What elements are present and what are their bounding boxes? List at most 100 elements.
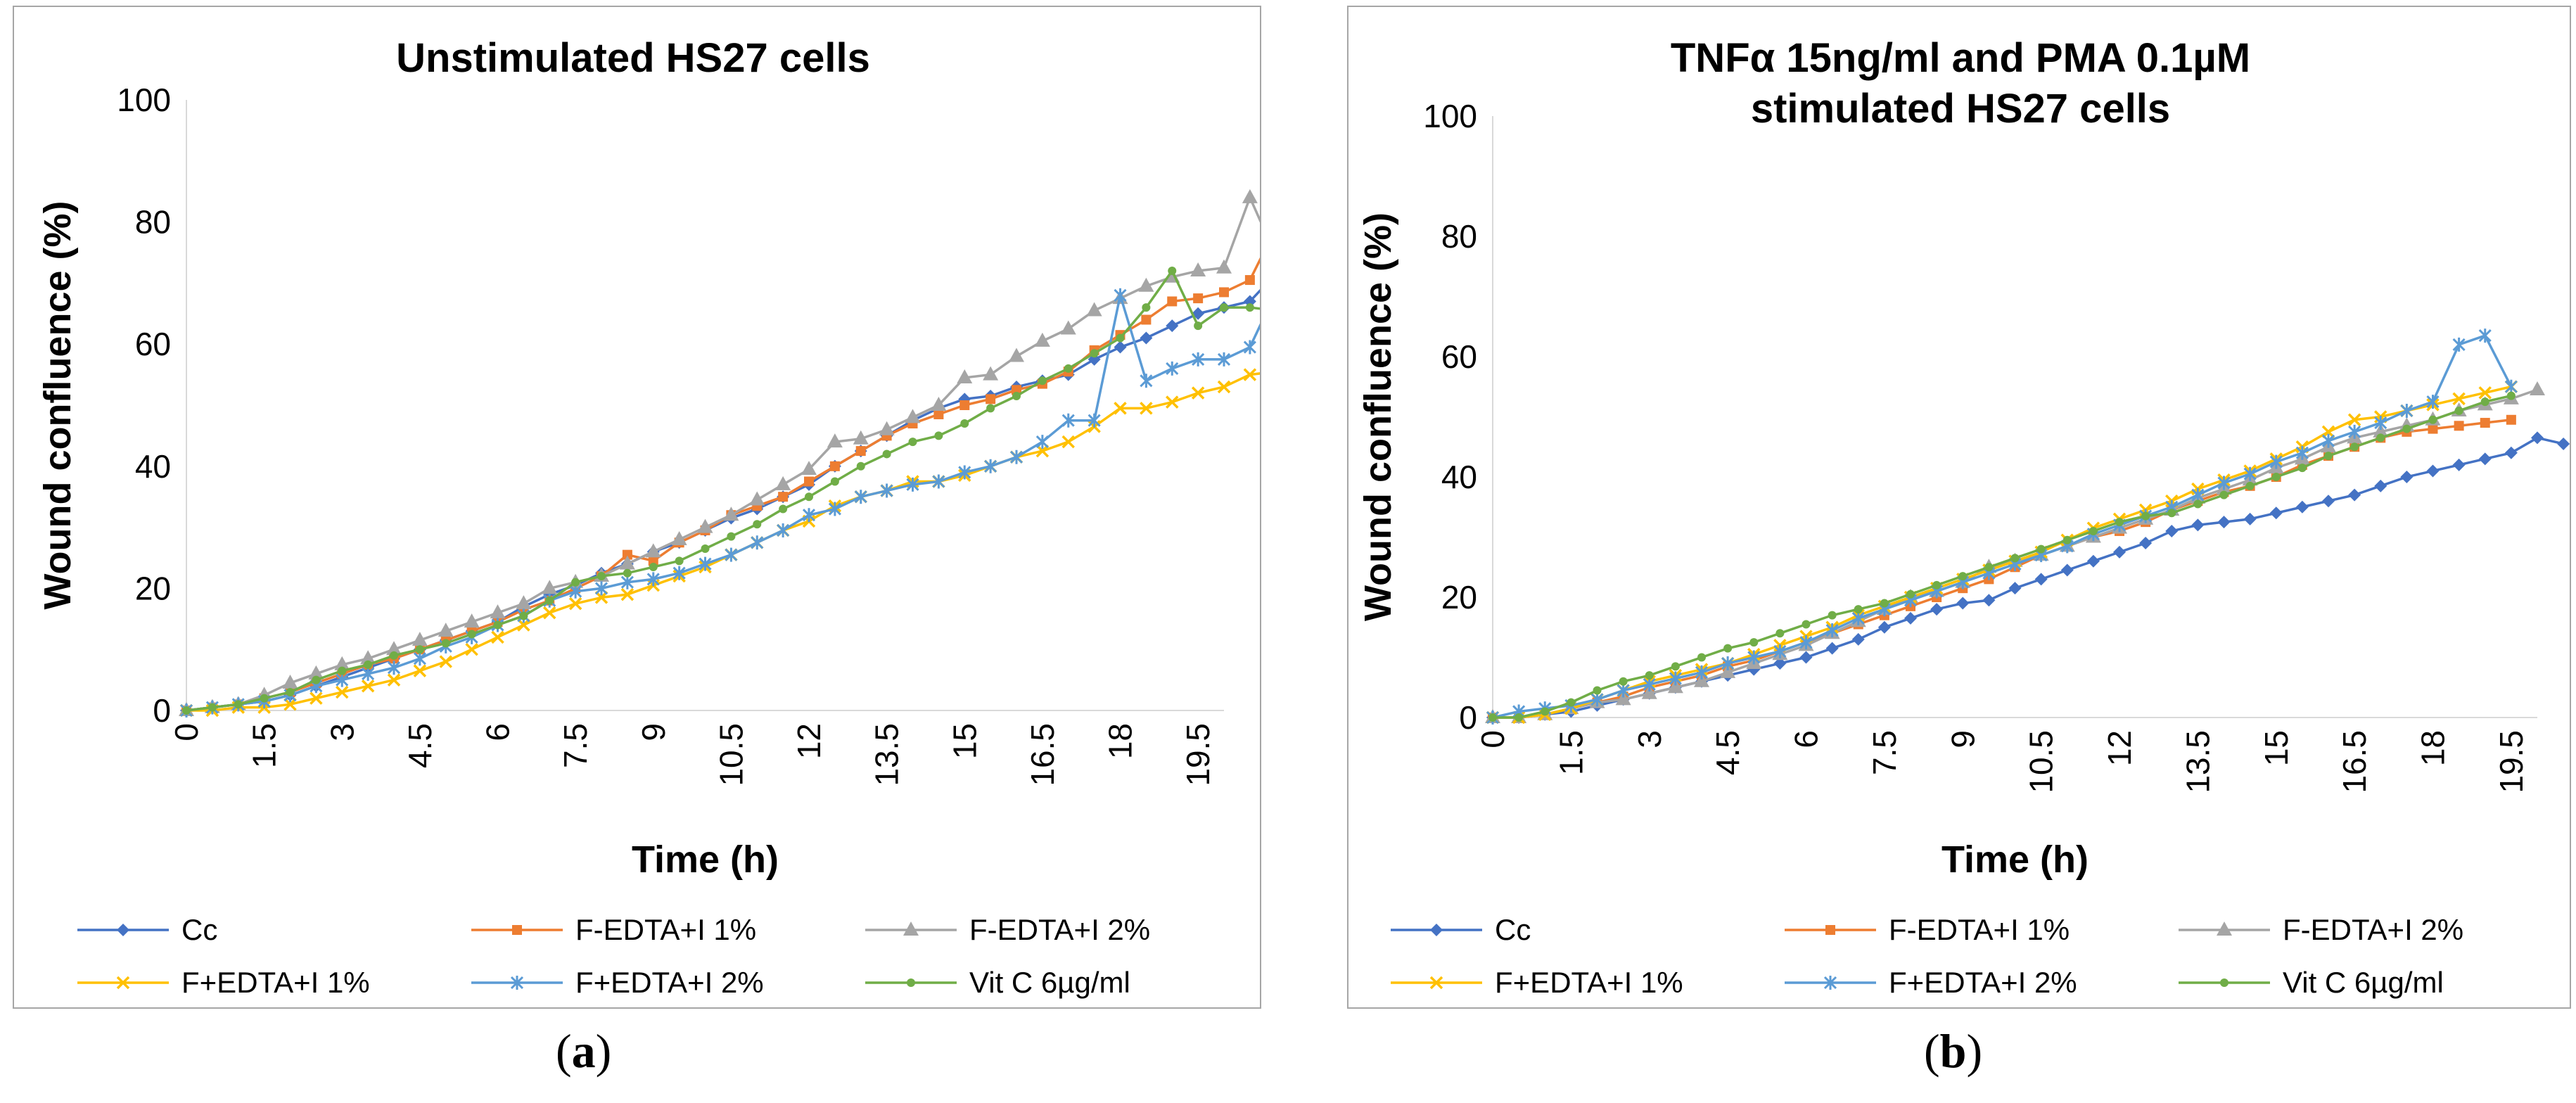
chart-a-data-point	[1064, 364, 1073, 373]
chart-a-series-line	[186, 257, 1260, 712]
chart-b-data-point	[2402, 424, 2411, 433]
chart-a-x-tick-label: 19.5	[1180, 723, 1216, 786]
chart-a-data-point	[856, 461, 865, 471]
chart-b-data-point	[2219, 490, 2229, 499]
chart-b-x-tick-label: 9	[1944, 730, 1981, 748]
chart-b-data-point	[1671, 662, 1680, 671]
chart-b-data-point	[1721, 656, 1735, 671]
chart-b-data-point	[1697, 653, 1706, 662]
chart-a-data-point	[619, 555, 635, 570]
chart-a-data-point	[1142, 303, 1151, 312]
chart-a-data-point	[441, 639, 450, 648]
chart-a-x-tick-label: 15	[946, 723, 983, 759]
chart-b-data-point	[2217, 476, 2231, 490]
chart-a-data-point	[1060, 320, 1076, 335]
chart-a-data-point	[620, 575, 634, 589]
chart-b-data-point	[1645, 671, 1654, 680]
chart-a-data-point	[1035, 444, 1050, 458]
chart-b-data-point	[2531, 431, 2544, 445]
chart-a-data-point	[1138, 277, 1154, 292]
chart-a-data-point	[779, 504, 788, 514]
chart-b-data-point	[1906, 589, 1915, 599]
chart-b-data-point	[1667, 679, 1683, 694]
chart-a-data-point	[1140, 331, 1153, 345]
chart-a-x-tick-label: 7.5	[557, 723, 594, 768]
chart-b-data-point	[1720, 663, 1736, 678]
chart-a-data-point	[960, 419, 969, 428]
chart-b-series-3	[1486, 380, 2518, 725]
chart-a-legend-marker	[512, 925, 522, 935]
chart-b-data-point	[1593, 686, 1602, 695]
chart-a-data-point	[1114, 340, 1127, 354]
chart-a-data-point	[933, 409, 944, 420]
chart-a-x-tick-label: 12	[791, 723, 827, 759]
chart-b-data-point	[2034, 573, 2048, 586]
chart-a-data-point	[906, 477, 919, 492]
chart-a-data-point	[908, 438, 917, 447]
chart-a-data-point	[545, 596, 554, 605]
chart-b-y-tick-label: 60	[1441, 338, 1477, 375]
chart-b-data-point	[1723, 644, 1733, 653]
chart-a-data-point	[1243, 295, 1256, 308]
chart-a-data-point	[493, 620, 502, 630]
chart-a-data-point	[984, 459, 997, 473]
chart-a-data-point	[829, 461, 840, 471]
chart-b-legend-marker	[1823, 976, 1837, 990]
chart-b-legend-label: F+EDTA+I 1%	[1495, 966, 1683, 999]
chart-b-data-point	[2428, 415, 2437, 424]
chart-b-data-point	[2506, 391, 2516, 400]
chart-a-legend-item: F+EDTA+I 1%	[77, 966, 370, 999]
chart-b-series-line	[1493, 394, 2512, 719]
chart-b-data-point	[2297, 464, 2307, 473]
chart-b-data-point	[1775, 629, 1785, 638]
chart-a-data-point	[387, 673, 401, 687]
chart-a-x-tick-label: 10.5	[713, 723, 749, 786]
chart-b-data-point	[1799, 635, 1813, 650]
chart-b-data-point	[2243, 466, 2257, 481]
chart-b-series-line	[1492, 334, 2513, 719]
chart-a-x-tick-label: 0	[168, 723, 205, 741]
panel-label-b-letter: b	[1939, 1024, 1967, 1078]
chart-a-data-point	[958, 465, 971, 480]
chart-a-data-point	[439, 655, 452, 668]
chart-b-x-tick-label: 18	[2415, 730, 2451, 766]
chart-a-data-point	[597, 572, 606, 581]
chart-a-data-point	[672, 566, 686, 580]
chart-a-data-point	[387, 661, 401, 675]
chart-a-data-point	[855, 446, 866, 457]
chart-a-x-tick-label: 13.5	[869, 723, 905, 786]
chart-a-data-point	[1114, 402, 1127, 415]
chart-a-legend-marker	[903, 922, 919, 936]
chart-a-x-tick-label: 4.5	[402, 723, 438, 768]
chart-b-data-point	[2478, 329, 2492, 343]
chart-a-data-point	[361, 680, 375, 693]
chart-a-data-point	[830, 477, 839, 486]
chart-b-data-point	[2191, 487, 2205, 502]
chart-b-data-point	[2454, 421, 2464, 431]
chart-b-y-axis-title: Wound confluence (%)	[1357, 212, 1399, 621]
chart-b-data-point	[1802, 620, 1811, 629]
chart-b-data-point	[2295, 445, 2309, 460]
chart-b-data-point	[2321, 425, 2335, 439]
chart-a-data-point	[623, 568, 632, 578]
chart-b-data-point	[2452, 458, 2466, 471]
chart-a-data-point	[1168, 267, 1177, 276]
chart-a-data-point	[413, 664, 427, 677]
chart-a-data-point	[208, 703, 217, 712]
chart-a-y-tick-label: 20	[135, 570, 171, 606]
chart-a-x-tick-label: 9	[635, 723, 672, 741]
chart-a-data-point	[751, 535, 764, 550]
chart-b-data-point	[1932, 580, 1941, 589]
chart-b-data-point	[2348, 424, 2361, 439]
chart-a-data-point	[879, 421, 895, 435]
chart-a-legend-label: Vit C 6µg/ml	[969, 966, 1130, 999]
chart-a-data-point	[1220, 303, 1228, 312]
chart-b-data-point	[2295, 500, 2309, 514]
chart-a-data-point	[1012, 391, 1021, 400]
panel-label-a: (a)	[556, 1024, 612, 1078]
chart-b-data-point	[2452, 392, 2466, 406]
chart-b-data-point	[1854, 605, 1863, 614]
chart-a-data-point	[725, 547, 738, 562]
chart-a-data-point	[1090, 349, 1099, 358]
chart-b-x-tick-label: 4.5	[1709, 730, 1746, 775]
